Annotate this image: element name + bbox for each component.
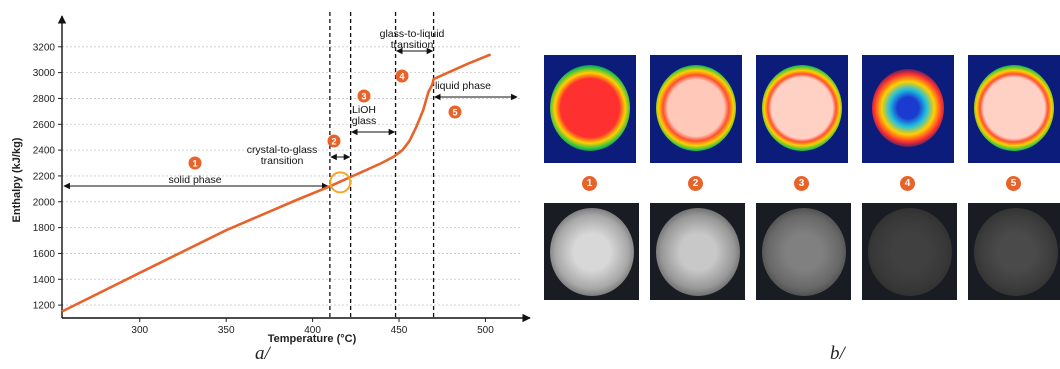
y-tick-label-2600: 2600 (33, 120, 56, 131)
y-tick-label-3000: 3000 (33, 68, 56, 79)
badge-3-circle (357, 89, 371, 103)
annotation-solid-phase: solid phase (168, 174, 221, 186)
y-tick-label-1600: 1600 (33, 249, 56, 260)
y-tick-label-3200: 3200 (33, 42, 56, 53)
y-tick-label-2400: 2400 (33, 146, 56, 157)
transition-lines (329, 12, 435, 318)
axes (57, 15, 531, 323)
photo-grid: 1 2 3 4 5 (544, 55, 1060, 301)
badge-2-circle (327, 134, 341, 148)
annotations: 1 solid phase 2 crystal-to-glass transition 3… (168, 28, 491, 186)
transition-highlight-circle (329, 171, 352, 194)
thermal-image-1 (544, 55, 636, 163)
thermal-image-2 (650, 55, 742, 163)
x-axis-label: Temperature (°C) (268, 333, 357, 345)
x-tick-label-350: 350 (218, 325, 235, 336)
annotation-glass-to-liquid: glass-to-liquid transition (380, 28, 445, 51)
photo-number-5: 5 (1006, 176, 1021, 191)
badge-2-number: 2 (331, 137, 336, 147)
badge-4-number: 4 (399, 72, 404, 82)
phase-arrows (63, 47, 518, 190)
x-tick-label-450: 450 (391, 325, 408, 336)
panel-label-a: a/ (255, 343, 270, 364)
ticks: 1200140016001800200022002400260028003000… (33, 42, 494, 336)
y-axis-label: Enthalpy (kJ/kg) (11, 137, 23, 222)
photo-number-1: 1 (582, 176, 597, 191)
annotation-crystal-to-glass: crystal-to-glass transition (247, 144, 318, 167)
sample-photo-1 (544, 203, 639, 300)
enthalpy-chart: 1200140016001800200022002400260028003000… (11, 12, 531, 345)
badge-3-number: 3 (361, 92, 366, 102)
sample-photo-2 (650, 203, 745, 300)
badge-4-circle (395, 69, 409, 83)
y-tick-label-1200: 1200 (33, 301, 56, 312)
sample-photo-4 (862, 203, 957, 300)
x-tick-label-500: 500 (477, 325, 494, 336)
photo-number-2: 2 (688, 176, 703, 191)
badge-5-circle (448, 105, 462, 119)
photo-number-4: 4 (900, 176, 915, 191)
badge-1-number: 1 (192, 159, 197, 169)
panel-label-b: b/ (830, 343, 845, 364)
enthalpy-curve-1 (61, 53, 492, 313)
badge-5-number: 5 (452, 108, 457, 118)
badge-1-circle (188, 156, 202, 170)
x-tick-label-300: 300 (131, 325, 148, 336)
annotation-liquid-phase: liquid phase (435, 80, 491, 92)
sample-photo-3 (756, 203, 851, 300)
y-tick-label-1800: 1800 (33, 223, 56, 234)
thermal-image-4 (862, 55, 954, 163)
y-tick-label-1400: 1400 (33, 275, 56, 286)
x-tick-label-400: 400 (304, 325, 321, 336)
thermal-image-3 (756, 55, 848, 163)
series (61, 53, 492, 313)
y-tick-label-2200: 2200 (33, 171, 56, 182)
y-tick-label-2000: 2000 (33, 197, 56, 208)
y-tick-label-2800: 2800 (33, 94, 56, 105)
photo-number-3: 3 (794, 176, 809, 191)
thermal-image-5 (968, 55, 1060, 163)
annotation-lioh-glass: LiOH glass (352, 104, 377, 127)
sample-photo-5 (968, 203, 1060, 300)
